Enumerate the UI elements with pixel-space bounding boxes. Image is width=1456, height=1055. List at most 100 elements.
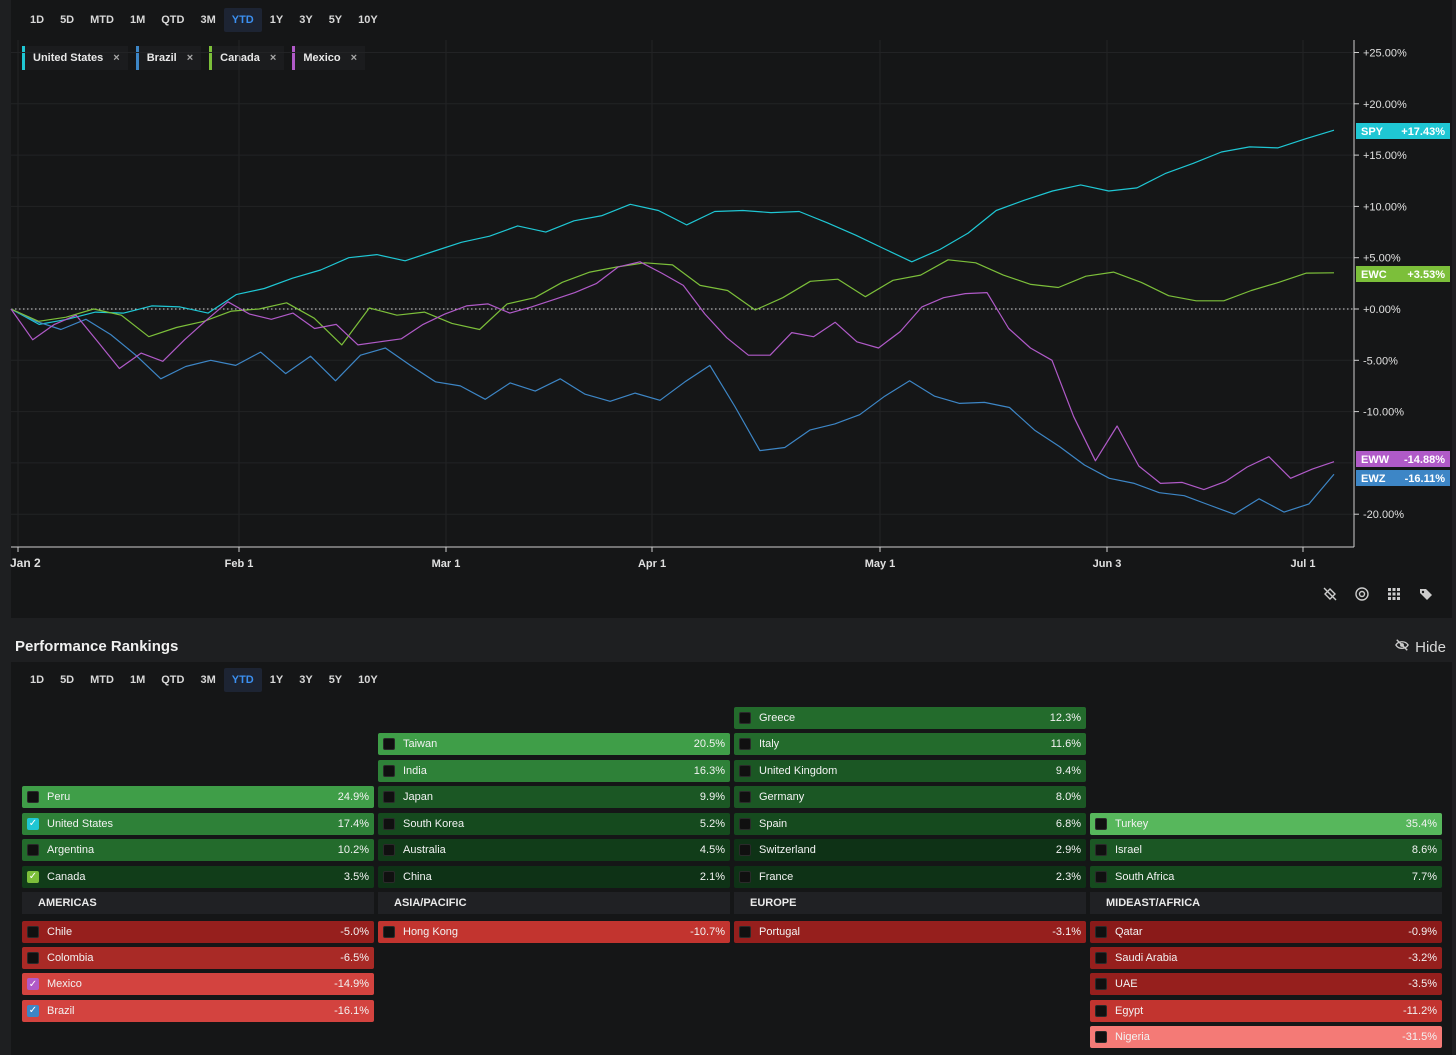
ranking-row-japan[interactable]: Japan 9.9%	[378, 786, 730, 808]
row-checkbox[interactable]	[27, 926, 39, 938]
rankings-tab-1y[interactable]: 1Y	[269, 674, 284, 686]
rankings-tab-qtd[interactable]: QTD	[161, 674, 185, 686]
ranking-row-mexico[interactable]: ✓ Mexico -14.9%	[22, 973, 374, 996]
chart-tab-mtd[interactable]: MTD	[90, 14, 114, 26]
hide-button[interactable]: Hide	[1395, 638, 1446, 656]
ranking-row-turkey[interactable]: Turkey 35.4%	[1090, 812, 1442, 835]
chart-tab-5y[interactable]: 5Y	[328, 14, 343, 26]
rankings-tab-1m[interactable]: 1M	[129, 674, 146, 686]
rankings-tab-3m[interactable]: 3M	[200, 674, 216, 686]
chart-tab-1y[interactable]: 1Y	[269, 14, 284, 26]
ranking-row-argentina[interactable]: Argentina 10.2%	[22, 839, 374, 861]
country-pct: 3.5%	[343, 870, 369, 883]
close-icon[interactable]: ×	[350, 52, 358, 64]
ranking-row-portugal[interactable]: Portugal -3.1%	[734, 921, 1086, 943]
row-checkbox[interactable]: ✓	[27, 1004, 39, 1017]
row-checkbox[interactable]	[739, 764, 751, 777]
rankings-tab-5y[interactable]: 5Y	[328, 674, 343, 686]
ranking-row-nigeria[interactable]: Nigeria -31.5%	[1090, 1025, 1442, 1048]
row-checkbox[interactable]	[1095, 926, 1107, 938]
row-checkbox[interactable]	[383, 791, 395, 803]
ranking-row-egypt[interactable]: Egypt -11.2%	[1090, 999, 1442, 1022]
close-icon[interactable]: ×	[113, 52, 120, 64]
grid-icon[interactable]	[1386, 586, 1402, 602]
row-checkbox[interactable]	[383, 764, 395, 777]
chart-tab-3y[interactable]: 3Y	[299, 14, 313, 26]
end-label-value: +3.53%	[1407, 269, 1445, 281]
ranking-row-greece[interactable]: Greece 12.3%	[734, 706, 1086, 729]
row-checkbox[interactable]	[383, 844, 395, 856]
ranking-row-brazil[interactable]: ✓ Brazil -16.1%	[22, 999, 374, 1022]
compare-icon[interactable]	[1354, 586, 1370, 602]
country-name: Brazil	[47, 1004, 75, 1017]
row-checkbox[interactable]	[383, 738, 395, 750]
ranking-row-italy[interactable]: Italy 11.6%	[734, 733, 1086, 755]
ranking-row-south-africa[interactable]: South Africa 7.7%	[1090, 865, 1442, 888]
ranking-row-qatar[interactable]: Qatar -0.9%	[1090, 921, 1442, 943]
row-checkbox[interactable]: ✓	[27, 870, 39, 883]
ranking-row-australia[interactable]: Australia 4.5%	[378, 839, 730, 861]
legend-chip-canada[interactable]: Canada ×	[209, 46, 285, 70]
row-checkbox[interactable]	[739, 738, 751, 750]
ranking-row-taiwan[interactable]: Taiwan 20.5%	[378, 733, 730, 755]
row-checkbox[interactable]	[739, 870, 751, 883]
row-checkbox[interactable]	[1095, 844, 1107, 856]
ranking-row-hong-kong[interactable]: Hong Kong -10.7%	[378, 921, 730, 943]
ranking-row-uae[interactable]: UAE -3.5%	[1090, 973, 1442, 996]
row-checkbox[interactable]	[739, 791, 751, 803]
ranking-row-israel[interactable]: Israel 8.6%	[1090, 839, 1442, 861]
ranking-row-spain[interactable]: Spain 6.8%	[734, 812, 1086, 835]
rankings-tab-ytd[interactable]: YTD	[223, 668, 262, 692]
ranking-row-germany[interactable]: Germany 8.0%	[734, 786, 1086, 808]
rankings-tab-3y[interactable]: 3Y	[299, 674, 313, 686]
row-checkbox[interactable]	[1095, 952, 1107, 965]
row-checkbox[interactable]	[27, 791, 39, 803]
rankings-tab-5d[interactable]: 5D	[60, 674, 75, 686]
chart-tab-1d[interactable]: 1D	[30, 14, 45, 26]
ranking-row-canada[interactable]: ✓ Canada 3.5%	[22, 865, 374, 888]
ranking-row-peru[interactable]: Peru 24.9%	[22, 786, 374, 808]
row-checkbox[interactable]	[27, 952, 39, 965]
close-icon[interactable]: ×	[269, 52, 277, 64]
row-checkbox[interactable]: ✓	[27, 978, 39, 991]
chart-tab-ytd[interactable]: YTD	[223, 8, 262, 32]
ranking-row-united-kingdom[interactable]: United Kingdom 9.4%	[734, 759, 1086, 782]
ranking-row-france[interactable]: France 2.3%	[734, 865, 1086, 888]
close-icon[interactable]: ×	[186, 52, 194, 64]
ranking-row-saudi-arabia[interactable]: Saudi Arabia -3.2%	[1090, 947, 1442, 970]
ranking-row-switzerland[interactable]: Switzerland 2.9%	[734, 839, 1086, 861]
ranking-row-china[interactable]: China 2.1%	[378, 865, 730, 888]
row-checkbox[interactable]	[1095, 978, 1107, 991]
legend-chip-brazil[interactable]: Brazil ×	[135, 46, 202, 70]
ranking-row-south-korea[interactable]: South Korea 5.2%	[378, 812, 730, 835]
row-checkbox[interactable]	[739, 844, 751, 856]
row-checkbox[interactable]	[1095, 1030, 1107, 1043]
chart-tab-1m[interactable]: 1M	[129, 14, 146, 26]
row-checkbox[interactable]	[1095, 817, 1107, 830]
row-checkbox[interactable]	[383, 926, 395, 938]
row-checkbox[interactable]	[383, 817, 395, 830]
ranking-row-colombia[interactable]: Colombia -6.5%	[22, 947, 374, 970]
chart-tab-3m[interactable]: 3M	[200, 14, 216, 26]
legend-chip-mexico[interactable]: Mexico ×	[292, 46, 366, 70]
row-checkbox[interactable]	[1095, 870, 1107, 883]
row-checkbox[interactable]	[739, 711, 751, 724]
rankings-tab-1d[interactable]: 1D	[30, 674, 45, 686]
row-checkbox[interactable]	[1095, 1004, 1107, 1017]
legend-chip-united-states[interactable]: United States ×	[22, 46, 128, 70]
rankings-tab-mtd[interactable]: MTD	[90, 674, 114, 686]
row-checkbox[interactable]	[739, 926, 751, 938]
rankings-tab-10y[interactable]: 10Y	[358, 674, 378, 686]
row-checkbox[interactable]	[383, 870, 395, 883]
ranking-row-chile[interactable]: Chile -5.0%	[22, 921, 374, 943]
ranking-row-india[interactable]: India 16.3%	[378, 759, 730, 782]
ranking-row-united-states[interactable]: ✓ United States 17.4%	[22, 812, 374, 835]
row-checkbox[interactable]	[739, 817, 751, 830]
row-checkbox[interactable]	[27, 844, 39, 856]
hide-signals-icon[interactable]	[1322, 586, 1338, 602]
chart-tab-5d[interactable]: 5D	[60, 14, 75, 26]
chart-tab-10y[interactable]: 10Y	[358, 14, 378, 26]
chart-tab-qtd[interactable]: QTD	[161, 14, 185, 26]
tags-icon[interactable]	[1418, 586, 1434, 602]
row-checkbox[interactable]: ✓	[27, 817, 39, 830]
